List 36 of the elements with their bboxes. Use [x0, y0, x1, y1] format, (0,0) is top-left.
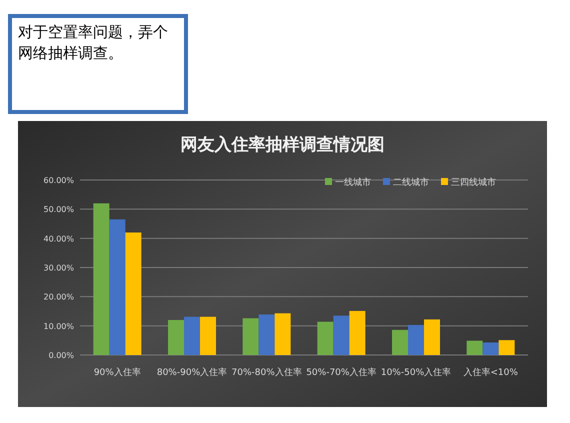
- y-tick-label: 0.00%: [48, 351, 74, 360]
- y-tick-label: 40.00%: [43, 234, 74, 244]
- bar: [392, 330, 408, 355]
- x-tick-label: 50%-70%入住率: [306, 367, 376, 378]
- bar: [258, 314, 275, 355]
- bar: [184, 316, 200, 355]
- bar: [498, 340, 515, 355]
- bar: [168, 320, 184, 355]
- y-tick-label: 10.00%: [43, 322, 74, 331]
- y-tick-label: 50.00%: [43, 205, 74, 214]
- x-tick-label: 入住率<10%: [463, 367, 518, 378]
- legend-label: 二线城市: [393, 177, 429, 188]
- bar: [242, 318, 259, 355]
- bar: [466, 340, 483, 355]
- y-tick-label: 20.00%: [43, 292, 74, 302]
- bar: [274, 313, 291, 355]
- x-tick-label: 80%-90%入住率: [156, 367, 228, 378]
- x-tick-label: 10%-50%入住率: [380, 367, 452, 378]
- bar: [333, 316, 350, 355]
- bar: [125, 232, 142, 355]
- bar: [349, 310, 366, 355]
- y-tick-label: 60.00%: [43, 176, 74, 185]
- chart-title: 网友入住率抽样调查情况图: [180, 135, 384, 155]
- bar: [424, 319, 440, 355]
- bar: [109, 219, 126, 355]
- y-tick-label: 30.00%: [43, 264, 74, 272]
- bar: [408, 324, 424, 355]
- x-tick-label: 90%入住率: [94, 367, 141, 378]
- legend-label: 三四线城市: [451, 177, 496, 188]
- legend-label: 一线城市: [335, 177, 371, 188]
- bar: [200, 316, 216, 355]
- bar: [317, 322, 334, 355]
- annotation: 对于空置率问题，弄个网络抽样调查。: [8, 14, 188, 114]
- bar: [482, 342, 499, 355]
- x-tick-label: 70%-80%入住率: [232, 367, 302, 378]
- bar: [93, 203, 110, 355]
